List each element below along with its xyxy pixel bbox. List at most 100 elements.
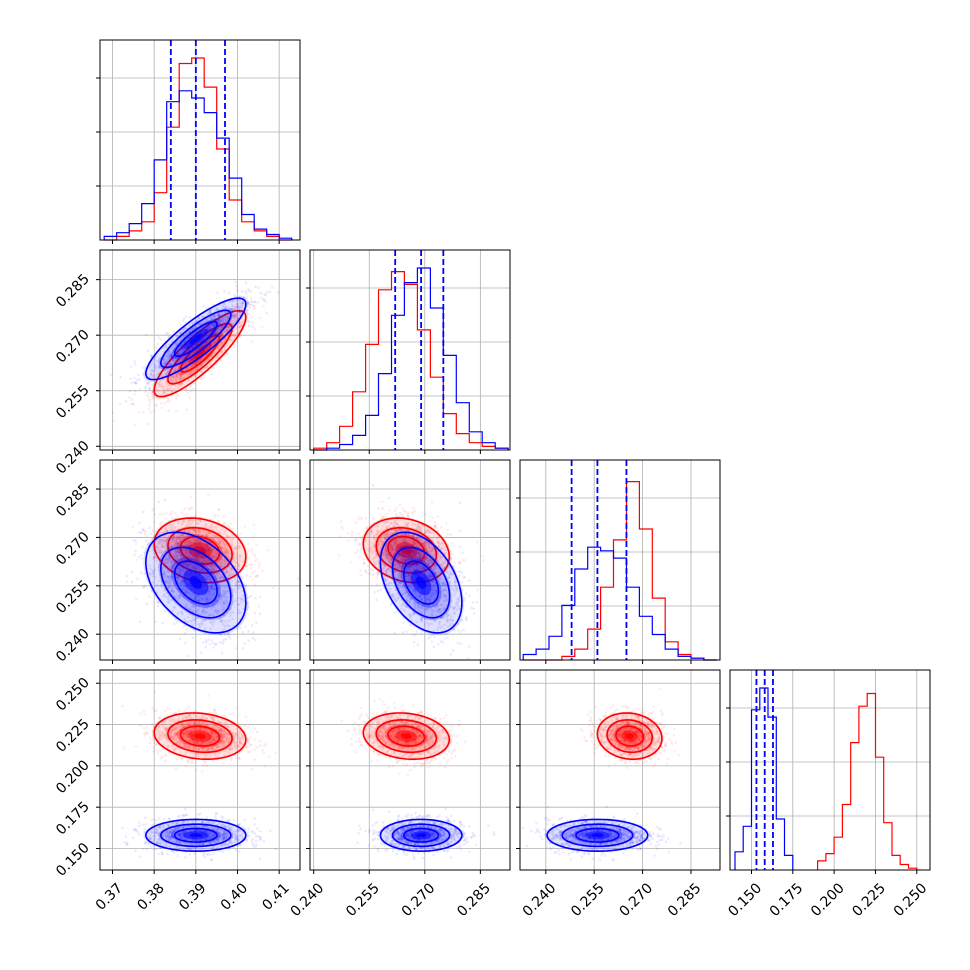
sample-point bbox=[217, 507, 221, 511]
sample-point bbox=[208, 325, 211, 329]
sample-point bbox=[230, 309, 234, 313]
sample-point bbox=[171, 355, 174, 359]
sample-point bbox=[210, 354, 213, 358]
sample-point bbox=[197, 328, 201, 332]
sample-point bbox=[207, 493, 210, 497]
sample-point bbox=[208, 309, 212, 313]
scatter-panel-1-0 bbox=[100, 250, 300, 450]
sample-point bbox=[162, 392, 166, 396]
sample-point bbox=[182, 568, 185, 572]
sample-point bbox=[234, 647, 237, 650]
sample-point bbox=[222, 515, 225, 518]
sample-point bbox=[150, 394, 154, 398]
sample-point bbox=[234, 551, 238, 555]
sample-point bbox=[169, 358, 172, 362]
sample-point bbox=[178, 346, 181, 350]
sample-point bbox=[224, 307, 227, 311]
sample-point bbox=[187, 540, 191, 543]
sample-point bbox=[211, 328, 214, 331]
sample-point bbox=[165, 561, 169, 564]
sample-point bbox=[183, 362, 187, 365]
sample-point bbox=[212, 568, 215, 572]
sample-point bbox=[200, 364, 203, 368]
panel-frame bbox=[99, 39, 301, 241]
sample-point bbox=[192, 370, 196, 374]
sample-point bbox=[141, 510, 145, 514]
sample-point bbox=[137, 555, 141, 559]
sample-point bbox=[171, 389, 174, 393]
sample-point bbox=[159, 384, 162, 387]
sample-point bbox=[186, 524, 190, 528]
sample-point bbox=[130, 580, 134, 584]
sample-point bbox=[182, 317, 186, 321]
sample-point bbox=[142, 366, 145, 369]
sample-point bbox=[214, 576, 217, 580]
sample-point bbox=[223, 313, 227, 317]
sample-point bbox=[178, 537, 182, 540]
sample-point bbox=[203, 343, 207, 346]
sample-point bbox=[167, 369, 171, 372]
sample-point bbox=[162, 538, 166, 542]
sample-point bbox=[221, 332, 224, 335]
sample-point bbox=[162, 361, 166, 365]
sample-point bbox=[231, 306, 234, 310]
sample-point bbox=[171, 349, 175, 352]
sample-point bbox=[147, 398, 151, 402]
sample-point bbox=[151, 375, 154, 379]
sample-point bbox=[219, 564, 223, 567]
sample-point bbox=[176, 376, 179, 380]
sample-point bbox=[247, 549, 250, 552]
sample-point bbox=[191, 346, 195, 349]
sample-point bbox=[232, 299, 235, 303]
sample-point bbox=[179, 375, 183, 379]
sample-point bbox=[218, 344, 221, 348]
sample-point bbox=[194, 388, 197, 391]
sample-point bbox=[147, 407, 150, 411]
sample-point bbox=[168, 399, 171, 403]
sample-point bbox=[243, 525, 246, 528]
sample-point bbox=[212, 366, 216, 370]
sample-point bbox=[229, 338, 233, 342]
sample-point bbox=[180, 356, 183, 359]
sample-point bbox=[197, 366, 200, 370]
sample-point bbox=[218, 322, 221, 325]
sample-point bbox=[135, 378, 139, 382]
sample-point bbox=[247, 289, 250, 293]
sample-point bbox=[212, 538, 216, 542]
sample-point bbox=[145, 534, 149, 538]
sample-point bbox=[208, 338, 212, 342]
sample-point bbox=[201, 326, 205, 330]
sample-point bbox=[213, 554, 217, 558]
sample-point bbox=[208, 344, 212, 347]
sample-point bbox=[171, 358, 175, 362]
sample-point bbox=[176, 393, 180, 397]
sample-point bbox=[167, 564, 170, 568]
sample-point bbox=[165, 392, 168, 396]
sample-point bbox=[172, 554, 175, 557]
sample-point bbox=[246, 305, 250, 308]
sample-point bbox=[148, 401, 152, 405]
sample-point bbox=[166, 368, 170, 372]
sample-point bbox=[188, 347, 192, 351]
sample-point bbox=[196, 557, 200, 561]
sample-point bbox=[170, 367, 174, 371]
sample-point bbox=[231, 568, 234, 571]
sample-point bbox=[220, 558, 224, 561]
sample-point bbox=[164, 368, 168, 372]
sample-point bbox=[184, 641, 187, 645]
sample-point bbox=[175, 373, 178, 376]
sample-point bbox=[166, 553, 169, 557]
sample-point bbox=[252, 553, 256, 556]
sample-point bbox=[213, 568, 217, 572]
sample-point bbox=[171, 376, 175, 379]
sample-point bbox=[188, 373, 192, 376]
sample-point bbox=[188, 539, 191, 543]
sample-point bbox=[164, 536, 167, 540]
sample-point bbox=[228, 326, 231, 330]
sample-point bbox=[200, 370, 204, 373]
sample-point bbox=[161, 545, 164, 548]
sample-point bbox=[216, 308, 220, 312]
sample-point bbox=[173, 526, 177, 529]
sample-point bbox=[170, 545, 173, 548]
sample-point bbox=[133, 389, 137, 393]
